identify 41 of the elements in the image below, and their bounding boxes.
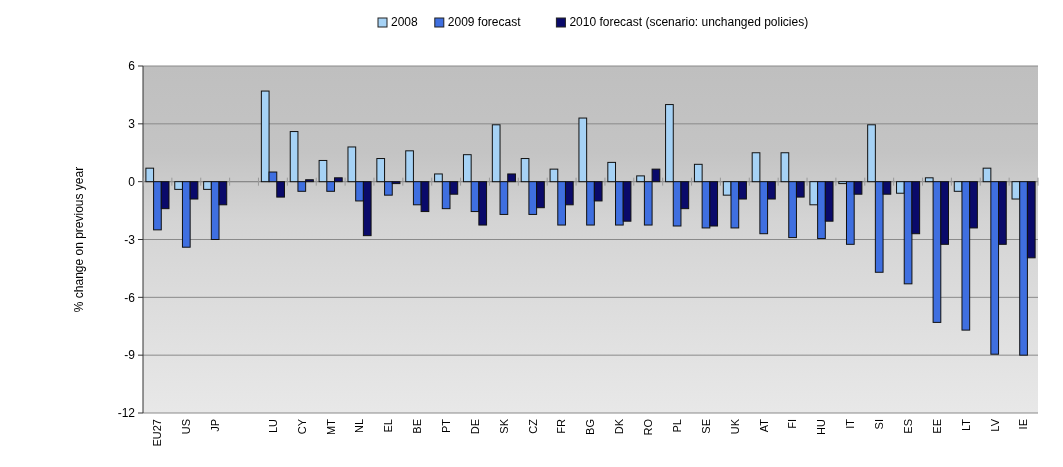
x-tick-label: LV — [988, 418, 1001, 432]
legend-label: 2008 — [391, 15, 419, 30]
y-tick-label: -6 — [124, 290, 136, 305]
x-tick-label: LU — [266, 418, 279, 434]
x-tick-label: AT — [757, 418, 770, 433]
x-tick-label: EE — [930, 419, 943, 434]
x-tick-label: EU27 — [151, 419, 164, 447]
y-tick-label: 6 — [128, 59, 136, 74]
x-tick-label: SK — [497, 418, 510, 434]
x-tick-label: LT — [959, 418, 972, 432]
x-tick-label: SI — [873, 419, 886, 430]
x-tick-label: CZ — [526, 418, 539, 434]
x-tick-label: FR — [555, 418, 568, 434]
y-tick-label: -9 — [124, 348, 136, 363]
x-tick-label: FI — [786, 419, 799, 429]
x-tick-label: PL — [670, 419, 683, 433]
x-tick-label: CY — [295, 418, 308, 435]
x-tick-label: IE — [1017, 419, 1030, 430]
x-tick-label: BE — [411, 419, 424, 434]
x-tick-label: SE — [699, 419, 712, 434]
x-tick-label: DK — [613, 418, 626, 435]
x-tick-label: HU — [815, 418, 828, 435]
y-tick-label: -3 — [124, 232, 136, 247]
x-tick-label: RO — [642, 418, 655, 436]
y-tick-label: 3 — [128, 117, 136, 132]
x-tick-label: BG — [584, 419, 597, 435]
x-tick-label: JP — [209, 419, 222, 432]
x-tick-label: US — [180, 419, 193, 435]
x-tick-label: EL — [382, 419, 395, 433]
x-tick-label: IT — [844, 418, 857, 429]
x-tick-label: DE — [468, 419, 481, 435]
x-tick-label: ES — [901, 419, 914, 434]
legend-label: 2010 forecast (scenario: unchanged policies) — [569, 15, 809, 30]
y-tick-label: -12 — [117, 406, 136, 421]
x-tick-label: UK — [728, 418, 741, 435]
x-tick-label: MT — [324, 418, 337, 435]
x-tick-label: PT — [440, 418, 452, 434]
y-tick-label: 0 — [128, 174, 136, 189]
x-tick-label: NL — [353, 419, 366, 434]
legend-label: 2009 forecast — [447, 15, 522, 30]
y-axis-title: % change on previous year — [72, 166, 86, 313]
